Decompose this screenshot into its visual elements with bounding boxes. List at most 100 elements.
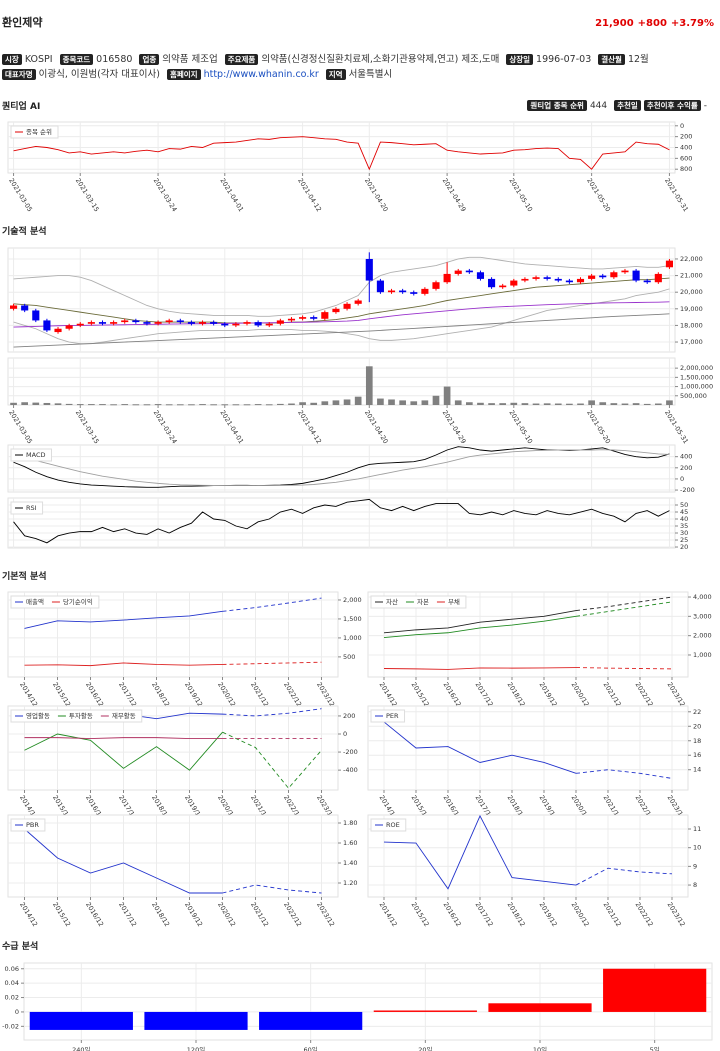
bar — [566, 403, 573, 405]
info-label: 대표자명 — [2, 69, 36, 80]
plot-frame — [7, 357, 676, 406]
plot-frame — [7, 247, 676, 353]
info-row: 대표자명 이광식, 이원범(각자 대표이사) 홈페이지 http://www.whan… — [2, 66, 399, 80]
series-line — [13, 277, 670, 324]
bar — [76, 404, 84, 406]
candle-body — [643, 280, 651, 283]
bar — [632, 403, 640, 405]
bar — [32, 402, 40, 405]
bar — [532, 403, 540, 405]
info-value[interactable]: http://www.whanin.co.kr — [203, 69, 319, 80]
info-value: 1996-07-03 — [536, 54, 592, 65]
y-tick-label: 1.40 — [343, 859, 357, 867]
legend-frame — [10, 125, 59, 139]
series-line — [24, 662, 223, 667]
legend-frame — [370, 818, 407, 832]
legend-label: 당기순이익 — [63, 597, 93, 606]
x-tick-label: 2021/12 — [602, 681, 623, 708]
bar — [654, 403, 662, 405]
series-line — [383, 615, 577, 639]
series-line — [24, 828, 223, 894]
y-tick-label: 0 — [680, 475, 684, 483]
y-tick-label: 30 — [680, 529, 688, 537]
bar — [54, 403, 62, 405]
x-tick-label: 2021-03-15 — [74, 409, 101, 445]
legend-label: ROE — [386, 821, 400, 829]
candle-body — [21, 305, 29, 311]
bar — [543, 403, 551, 405]
series-line — [575, 601, 673, 617]
legend-frame — [370, 709, 406, 723]
x-tick-label: 2021-03-15 — [74, 177, 101, 213]
x-tick-label: 2015/12 — [410, 681, 431, 708]
candle-body — [454, 270, 462, 274]
bar — [454, 400, 462, 405]
bar — [221, 404, 229, 406]
y-tick-label: 800 — [680, 165, 692, 173]
candle-body — [510, 280, 518, 286]
candle-body — [132, 320, 140, 323]
x-tick-label: 2021/12 — [602, 901, 623, 928]
bar — [443, 386, 451, 405]
legend-frame — [370, 595, 467, 609]
y-tick-label: 0 — [680, 122, 684, 130]
x-tick-label: 2023/12 — [315, 901, 336, 928]
candle-body — [576, 278, 585, 283]
candle-body — [176, 320, 184, 323]
candle-body — [365, 258, 373, 281]
y-tick-label: -200 — [343, 748, 358, 756]
info-label: 주요제품 — [224, 54, 259, 65]
series-line — [13, 449, 670, 487]
candle-body — [198, 322, 207, 324]
x-tick-label: 2021-04-01 — [218, 177, 245, 213]
bar — [165, 404, 173, 406]
y-tick-label: 200 — [680, 464, 692, 472]
candle-body — [521, 278, 529, 281]
bar — [10, 402, 17, 405]
candle-body — [376, 280, 384, 293]
bar — [21, 402, 29, 405]
bar — [121, 404, 129, 406]
x-tick-label: 2022/12 — [634, 901, 655, 928]
y-tick-label: 40 — [680, 515, 688, 523]
y-tick-label: 2,000 — [693, 632, 712, 640]
bar — [259, 1011, 363, 1030]
series-line — [575, 769, 673, 779]
x-tick-label: 240일 — [72, 1045, 90, 1051]
candle-body — [610, 272, 618, 278]
candle-body — [387, 290, 396, 293]
candle-body — [321, 312, 329, 319]
series-line — [13, 313, 670, 348]
y-tick-label: 0.04 — [5, 979, 19, 987]
candle-body — [10, 305, 18, 309]
bar — [343, 399, 351, 405]
x-tick-label: 2014/12 — [378, 681, 399, 708]
x-tick-label: 20일 — [418, 1045, 432, 1051]
x-tick-label: 2020/12 — [570, 681, 591, 708]
y-tick-label: 18,000 — [680, 321, 703, 329]
legend-label: RSI — [26, 504, 37, 512]
info-label: 지역 — [325, 69, 346, 80]
x-tick-label: 2015/12 — [410, 901, 431, 928]
legend-label: 종목 순위 — [26, 128, 52, 136]
x-tick-label: 2021-04-12 — [296, 409, 323, 445]
bar — [477, 402, 484, 405]
x-tick-label: 2018/12 — [506, 901, 527, 928]
bar — [610, 403, 618, 405]
bar — [232, 404, 240, 406]
info-label: 결산월 — [598, 54, 625, 65]
bar — [388, 399, 395, 405]
candle-body — [621, 270, 629, 273]
price: 21,900 — [595, 18, 634, 29]
y-tick-label: 21,000 — [680, 272, 703, 280]
bar — [488, 403, 495, 405]
x-tick-label: 2021-04-29 — [441, 409, 468, 445]
candle-body — [65, 325, 73, 329]
x-tick-label: 2023/12 — [315, 681, 336, 708]
y-tick-label: 1.60 — [343, 839, 357, 847]
bar — [299, 402, 306, 405]
bar — [88, 404, 95, 406]
candle-body — [432, 282, 440, 289]
legend-frame — [10, 818, 46, 832]
candle-body — [254, 322, 262, 326]
